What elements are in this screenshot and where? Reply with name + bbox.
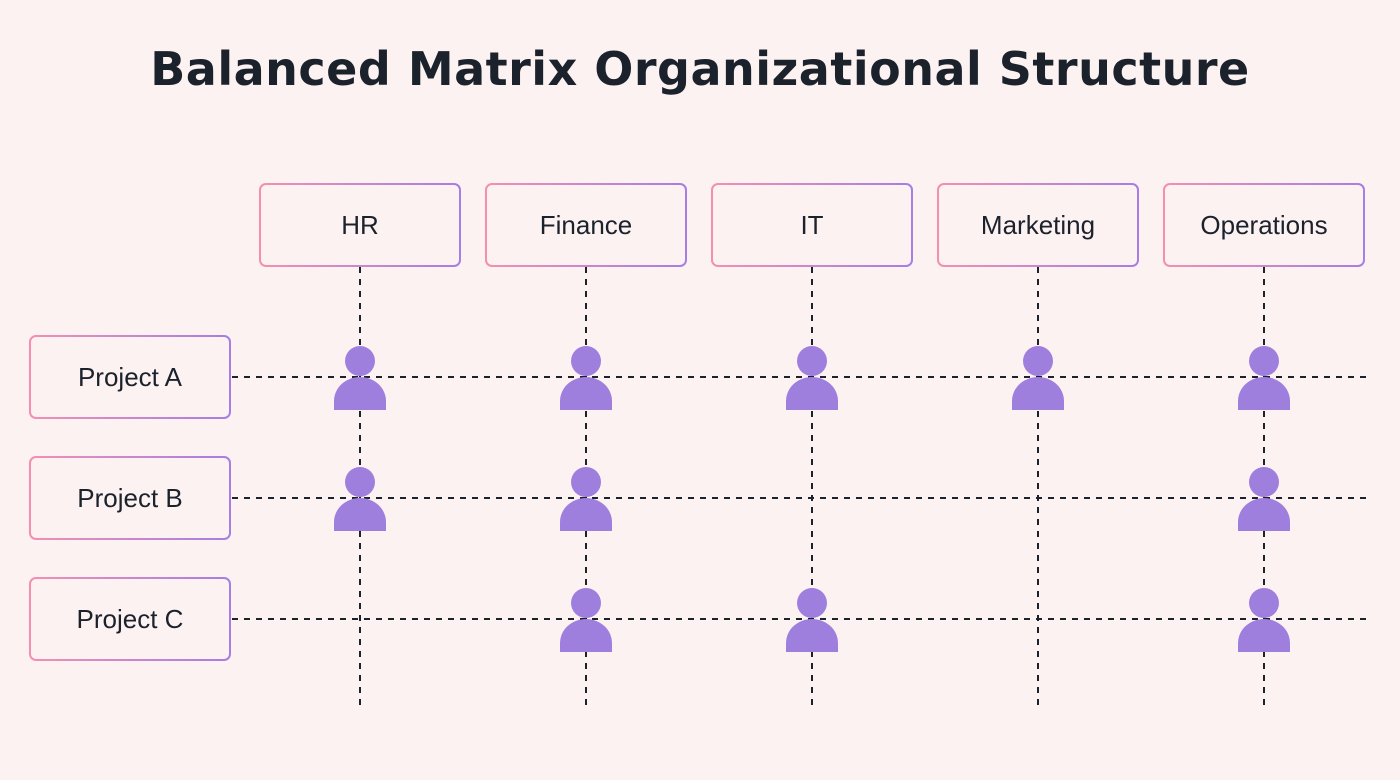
person-icon (1238, 588, 1290, 652)
person-icon (1012, 346, 1064, 410)
department-label: HR (341, 210, 379, 240)
label-boxes: HR Finance IT Marketing Operations Project A P… (29, 183, 1365, 661)
person-icon (786, 346, 838, 410)
department-label: IT (800, 210, 823, 240)
department-box: HR (259, 183, 461, 267)
project-box-frame (29, 335, 231, 419)
department-box: IT (711, 183, 913, 267)
department-box: Marketing (937, 183, 1139, 267)
project-box: Project C (29, 577, 231, 661)
department-box-frame (1163, 183, 1365, 267)
department-label: Marketing (981, 210, 1095, 240)
person-icon (334, 467, 386, 531)
department-box: Finance (485, 183, 687, 267)
project-box: Project A (29, 335, 231, 419)
department-label: Operations (1200, 210, 1327, 240)
project-label: Project A (78, 362, 183, 392)
project-label: Project B (77, 483, 183, 513)
project-box: Project B (29, 456, 231, 540)
person-icon (334, 346, 386, 410)
person-icon (1238, 346, 1290, 410)
person-icon (560, 588, 612, 652)
department-box-frame (937, 183, 1139, 267)
department-box-frame (259, 183, 461, 267)
person-icon (560, 467, 612, 531)
department-box-frame (485, 183, 687, 267)
project-box-frame (29, 577, 231, 661)
person-icon (786, 588, 838, 652)
assignments (334, 346, 1290, 652)
person-icon (560, 346, 612, 410)
diagram-title: Balanced Matrix Organizational Structure (150, 42, 1250, 96)
person-icon (1238, 467, 1290, 531)
department-label: Finance (540, 210, 633, 240)
project-label: Project C (77, 604, 184, 634)
department-box-frame (711, 183, 913, 267)
department-box: Operations (1163, 183, 1365, 267)
project-box-frame (29, 456, 231, 540)
